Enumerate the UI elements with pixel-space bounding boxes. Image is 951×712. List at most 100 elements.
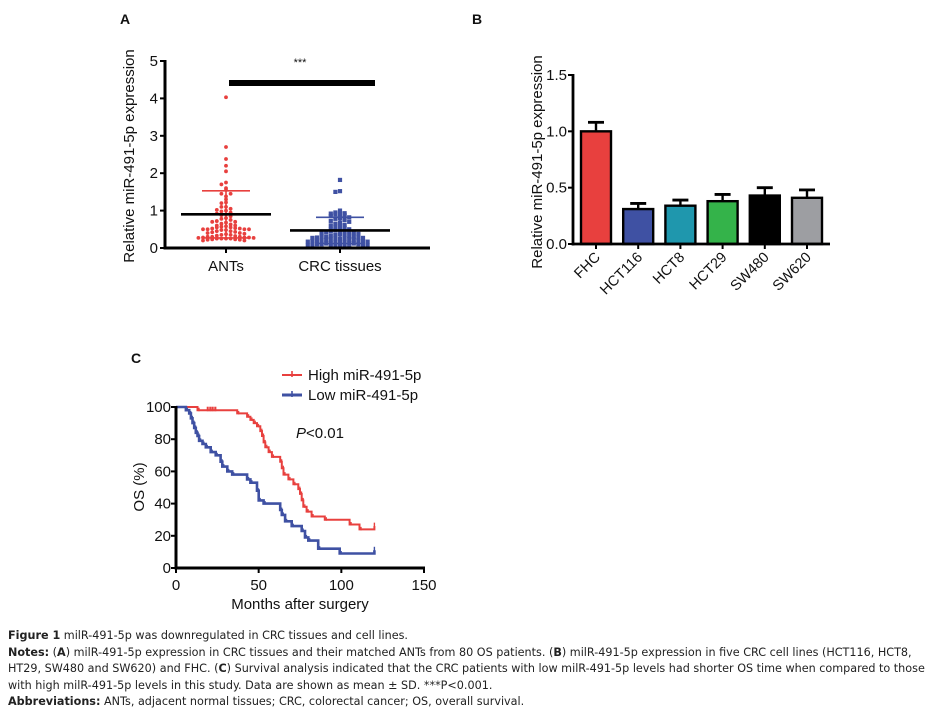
panel-a-point-crc bbox=[351, 237, 356, 242]
panel-a-point-ants bbox=[224, 145, 228, 149]
panel-b-bar-chart: Relative miR-491-5p expression 0.0 0.5 1.0… bbox=[529, 55, 830, 298]
panel-label-c: C bbox=[131, 350, 141, 366]
panel-c-survival-curve: OS (%) Months after surgery P<0.01 High … bbox=[131, 367, 437, 613]
panel-c-curve-low bbox=[176, 405, 376, 555]
panel-a-point-crc bbox=[324, 237, 329, 242]
panel-a-point-crc bbox=[356, 238, 361, 243]
panel-a-ytick-label: 3 bbox=[150, 128, 158, 145]
panel-a-ytick-label: 4 bbox=[150, 90, 158, 107]
panel-a-point-crc bbox=[342, 217, 347, 223]
panel-a-point-ants bbox=[219, 209, 224, 214]
panel-c-xtick-label: 50 bbox=[250, 577, 267, 594]
panel-c-curve-high bbox=[176, 406, 376, 531]
panel-a-point-crc bbox=[342, 222, 347, 227]
panel-c-xtick-label: 0 bbox=[172, 577, 180, 594]
panel-a-point-crc bbox=[328, 211, 333, 216]
panel-a-point-crc bbox=[305, 243, 310, 248]
panel-b-bar-fhc bbox=[579, 130, 613, 246]
panel-a-ytick-label: 0 bbox=[150, 240, 158, 257]
panel-a-xtick-label: CRC tissues bbox=[298, 258, 381, 275]
panel-a-point-ants bbox=[224, 95, 228, 100]
abbrev-label: Abbreviations: bbox=[8, 695, 101, 708]
panel-a-point-crc bbox=[360, 242, 366, 248]
panel-a-point-ants bbox=[228, 191, 233, 196]
notes-b-text: milR-491-5p expression in five CRC cell … bbox=[8, 645, 912, 676]
panel-b-ytick-label: 0.0 bbox=[546, 236, 567, 253]
panel-a-point-ants bbox=[237, 231, 242, 235]
panel-a-ylabel: Relative miR-491-5p expression bbox=[121, 49, 138, 262]
panel-b-bar-hct29 bbox=[706, 199, 739, 246]
panel-a-point-ants bbox=[242, 238, 247, 243]
panel-a-point-crc bbox=[328, 237, 333, 242]
panel-a-xtick-label: ANTs bbox=[208, 258, 244, 275]
caption-notes: Notes: (A) milR-491-5p expression in CRC… bbox=[8, 645, 925, 692]
panel-b-bar-sw480 bbox=[748, 194, 781, 246]
legend-label-low: Low miR-491-5p bbox=[308, 387, 418, 404]
panel-c-ytick-label: 0 bbox=[163, 560, 171, 577]
pvalue-p: P bbox=[296, 425, 306, 442]
panel-a-point-ants bbox=[219, 221, 224, 226]
panel-b-ylabel: Relative miR-491-5p expression bbox=[529, 55, 546, 268]
panel-a-ytick-label: 2 bbox=[150, 165, 158, 182]
panel-a-point-crc bbox=[310, 242, 315, 248]
panel-c-ytick-label: 60 bbox=[154, 463, 171, 480]
panel-a-point-crc bbox=[342, 240, 347, 245]
panel-a-point-ants bbox=[219, 224, 224, 229]
panel-b-bar-sw620 bbox=[790, 196, 824, 246]
figure-canvas: A B C Relative miR-491-5p expression ***… bbox=[120, 11, 830, 613]
legend-label-high: High miR-491-5p bbox=[308, 367, 421, 384]
panel-a-point-crc bbox=[314, 235, 320, 240]
panel-a-point-ants bbox=[214, 233, 219, 238]
panel-a-point-crc bbox=[319, 234, 324, 239]
panel-a-point-ants bbox=[247, 227, 251, 232]
panel-a-point-crc bbox=[337, 244, 343, 249]
panel-a-point-crc bbox=[333, 189, 338, 194]
panel-b-xtick-label: SW620 bbox=[770, 250, 815, 295]
panel-a-point-crc bbox=[324, 234, 329, 239]
panel-a-point-crc bbox=[360, 239, 366, 244]
caption-title-line: Figure 1 milR-491-5p was downregulated i… bbox=[8, 628, 948, 645]
panel-a-point-ants bbox=[210, 226, 215, 231]
panel-a-point-ants bbox=[219, 228, 224, 232]
panel-a-point-ants bbox=[224, 163, 228, 168]
panel-a-point-crc bbox=[314, 238, 320, 243]
panel-c-ytick-label: 80 bbox=[154, 431, 171, 448]
figure-caption: Figure 1 milR-491-5p was downregulated i… bbox=[8, 628, 948, 711]
panel-b-xtick-label: HCT116 bbox=[597, 250, 646, 299]
panel-a-point-ants bbox=[219, 201, 224, 206]
panel-a-significance: *** bbox=[294, 57, 308, 69]
panel-a-point-crc bbox=[333, 216, 338, 221]
panel-a-point-ants bbox=[237, 226, 242, 231]
panel-b-ytick-label: 0.5 bbox=[546, 180, 567, 197]
panel-c-ytick-label: 20 bbox=[154, 528, 171, 545]
panel-a-point-crc bbox=[342, 232, 347, 238]
panel-b-xtick-label: HCT29 bbox=[687, 250, 731, 294]
panel-a-point-ants bbox=[201, 238, 205, 243]
panel-a-point-crc bbox=[328, 218, 333, 224]
notes-a-text: milR-491-5p expression in CRC tissues an… bbox=[73, 645, 546, 659]
panel-a-point-crc bbox=[347, 229, 352, 235]
panel-label-b: B bbox=[472, 11, 482, 27]
panel-a-point-ants bbox=[219, 216, 224, 221]
figure-label: Figure 1 bbox=[8, 629, 61, 642]
panel-a-point-ants bbox=[224, 157, 228, 161]
panel-a-point-crc bbox=[337, 208, 343, 213]
panel-a-point-crc bbox=[333, 236, 338, 241]
notes-b-label: B bbox=[553, 645, 562, 659]
panel-c-ytick-label: 40 bbox=[154, 496, 171, 513]
panel-a-point-crc bbox=[324, 230, 329, 235]
panel-c-legend: High miR-491-5p Low miR-491-5p bbox=[282, 367, 421, 404]
panel-a-point-ants bbox=[224, 169, 228, 174]
panel-a-point-crc bbox=[310, 235, 315, 241]
panel-a-point-crc bbox=[310, 239, 315, 244]
panel-a-point-crc bbox=[328, 233, 333, 238]
panel-a-point-ants bbox=[210, 230, 215, 235]
panel-a-point-crc bbox=[342, 226, 347, 231]
panel-a-point-crc bbox=[319, 230, 324, 236]
panel-b-ytick-label: 1.5 bbox=[546, 67, 567, 84]
panel-a-point-crc bbox=[333, 212, 338, 217]
panel-a-point-ants bbox=[233, 223, 238, 228]
panel-a-point-crc bbox=[333, 240, 338, 245]
panel-a-point-ants bbox=[219, 204, 224, 209]
panel-a-point-ants bbox=[228, 229, 233, 234]
